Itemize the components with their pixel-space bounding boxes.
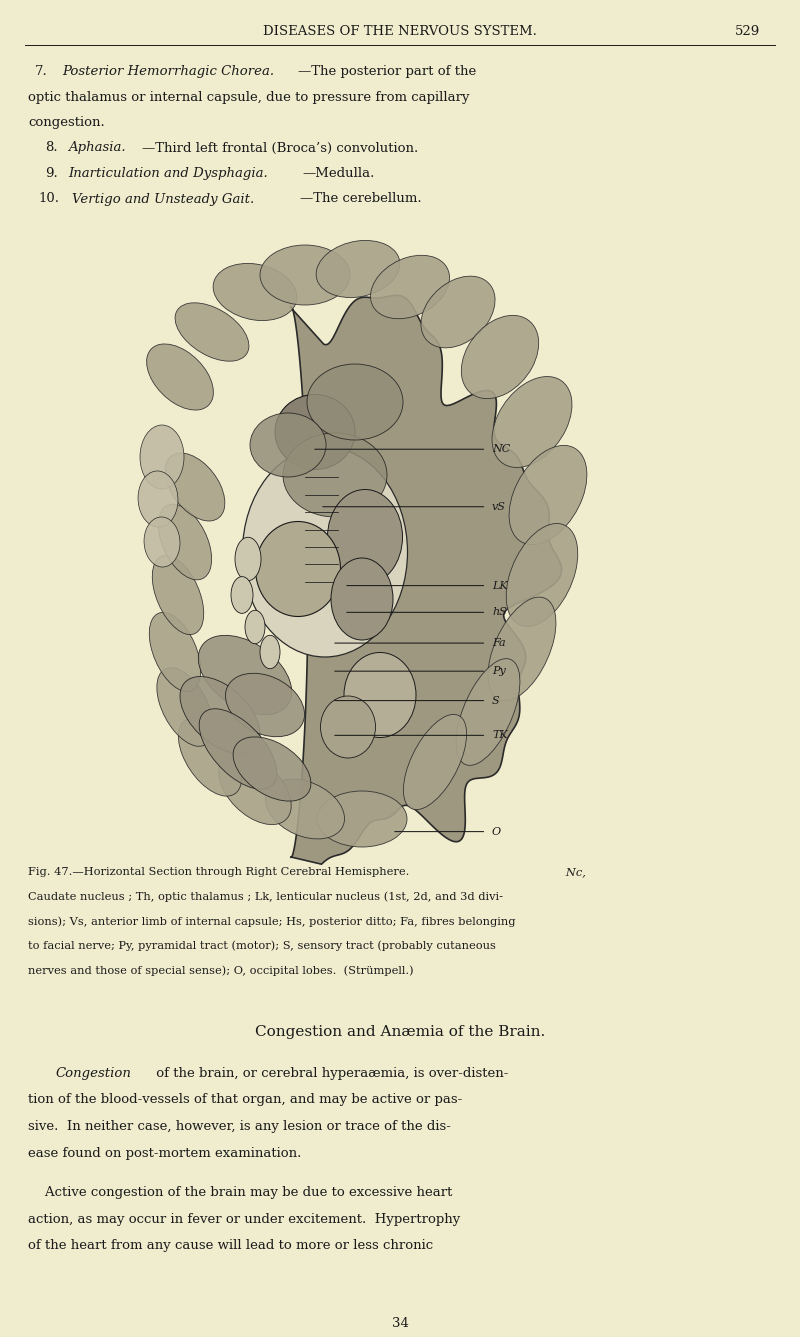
Text: hS: hS [492, 607, 506, 618]
Ellipse shape [199, 709, 277, 789]
Ellipse shape [456, 659, 520, 765]
Text: Caudate nucleus ; Th, optic thalamus ; Lk, lenticular nucleus (1st, 2d, and 3d d: Caudate nucleus ; Th, optic thalamus ; L… [28, 892, 503, 902]
Text: congestion.: congestion. [28, 116, 105, 128]
Text: ease found on post-mortem examination.: ease found on post-mortem examination. [28, 1147, 302, 1159]
Ellipse shape [403, 714, 466, 810]
Ellipse shape [140, 425, 184, 489]
Text: 529: 529 [735, 25, 760, 37]
Ellipse shape [488, 598, 556, 701]
Polygon shape [290, 295, 562, 864]
Ellipse shape [226, 674, 305, 737]
Ellipse shape [213, 263, 297, 321]
Ellipse shape [165, 453, 225, 521]
Ellipse shape [327, 489, 402, 584]
Text: sions); Vs, anterior limb of internal capsule; Hs, posterior ditto; Fa, fibres b: sions); Vs, anterior limb of internal ca… [28, 916, 515, 927]
Ellipse shape [138, 471, 178, 527]
Ellipse shape [233, 737, 311, 801]
Circle shape [235, 537, 261, 580]
Text: Py: Py [492, 666, 506, 677]
Ellipse shape [150, 612, 201, 691]
Text: sive.  In neither case, however, is any lesion or trace of the dis-: sive. In neither case, however, is any l… [28, 1120, 451, 1132]
Text: O: O [492, 826, 501, 837]
Ellipse shape [180, 677, 260, 754]
Text: Fig. 47.—Horizontal Section through Right Cerebral Hemisphere.: Fig. 47.—Horizontal Section through Righ… [28, 866, 410, 877]
Ellipse shape [266, 779, 345, 838]
Ellipse shape [506, 524, 578, 627]
Text: LK: LK [492, 580, 508, 591]
Text: 34: 34 [391, 1317, 409, 1330]
Text: Posterior Hemorrhagic Chorea.: Posterior Hemorrhagic Chorea. [62, 66, 274, 78]
Ellipse shape [158, 504, 212, 580]
Ellipse shape [178, 718, 242, 796]
Text: Congestion: Congestion [55, 1067, 131, 1080]
Ellipse shape [462, 316, 538, 398]
Ellipse shape [331, 558, 393, 640]
Ellipse shape [370, 255, 450, 318]
Text: of the heart from any cause will lead to more or less chronic: of the heart from any cause will lead to… [28, 1239, 433, 1253]
Text: —Medulla.: —Medulla. [302, 167, 374, 180]
Text: Congestion and Anæmia of the Brain.: Congestion and Anæmia of the Brain. [255, 1025, 545, 1039]
Ellipse shape [307, 364, 403, 440]
Text: NC: NC [492, 444, 510, 455]
Text: Nc,: Nc, [555, 866, 586, 877]
Circle shape [231, 576, 253, 614]
Ellipse shape [321, 697, 375, 758]
Text: Fa: Fa [492, 638, 506, 648]
Ellipse shape [250, 413, 326, 477]
Text: tion of the blood-vessels of that organ, and may be active or pas-: tion of the blood-vessels of that organ,… [28, 1094, 462, 1107]
Ellipse shape [242, 447, 407, 656]
Text: of the brain, or cerebral hyperaæmia, is over-disten-: of the brain, or cerebral hyperaæmia, is… [152, 1067, 508, 1080]
Ellipse shape [492, 377, 572, 468]
Text: 8.: 8. [45, 142, 58, 155]
Text: 10.: 10. [38, 193, 59, 206]
Ellipse shape [157, 667, 213, 746]
Ellipse shape [255, 521, 341, 616]
Text: nerves and those of special sense); O, occipital lobes.  (Strümpell.): nerves and those of special sense); O, o… [28, 965, 414, 976]
Ellipse shape [198, 635, 292, 715]
Text: 7.: 7. [35, 66, 48, 78]
Text: 9.: 9. [45, 167, 58, 180]
Text: optic thalamus or internal capsule, due to pressure from capillary: optic thalamus or internal capsule, due … [28, 91, 470, 103]
Ellipse shape [146, 344, 214, 410]
Text: —The posterior part of the: —The posterior part of the [298, 66, 476, 78]
Text: DISEASES OF THE NERVOUS SYSTEM.: DISEASES OF THE NERVOUS SYSTEM. [263, 25, 537, 37]
Ellipse shape [260, 245, 350, 305]
Ellipse shape [144, 517, 180, 567]
Text: to facial nerve; Py, pyramidal tract (motor); S, sensory tract (probably cutaneo: to facial nerve; Py, pyramidal tract (mo… [28, 940, 496, 951]
Ellipse shape [316, 241, 400, 298]
Ellipse shape [283, 433, 387, 517]
Circle shape [245, 610, 265, 643]
Ellipse shape [152, 555, 204, 635]
Text: Vertigo and Unsteady Gait.: Vertigo and Unsteady Gait. [72, 193, 254, 206]
Ellipse shape [421, 277, 495, 348]
Ellipse shape [175, 302, 249, 361]
Ellipse shape [344, 652, 416, 738]
Text: vS: vS [492, 501, 506, 512]
Text: —Third left frontal (Broca’s) convolution.: —Third left frontal (Broca’s) convolutio… [142, 142, 418, 155]
Text: S: S [492, 695, 500, 706]
Text: action, as may occur in fever or under excitement.  Hypertrophy: action, as may occur in fever or under e… [28, 1213, 460, 1226]
Ellipse shape [275, 394, 355, 469]
Text: —The cerebellum.: —The cerebellum. [300, 193, 422, 206]
Ellipse shape [218, 754, 291, 825]
Ellipse shape [317, 792, 407, 848]
Circle shape [260, 635, 280, 668]
Ellipse shape [509, 445, 587, 544]
Text: Inarticulation and Dysphagia.: Inarticulation and Dysphagia. [68, 167, 268, 180]
Text: TK: TK [492, 730, 508, 741]
Text: Aphasia.: Aphasia. [68, 142, 126, 155]
Text: Active congestion of the brain may be due to excessive heart: Active congestion of the brain may be du… [28, 1186, 452, 1199]
